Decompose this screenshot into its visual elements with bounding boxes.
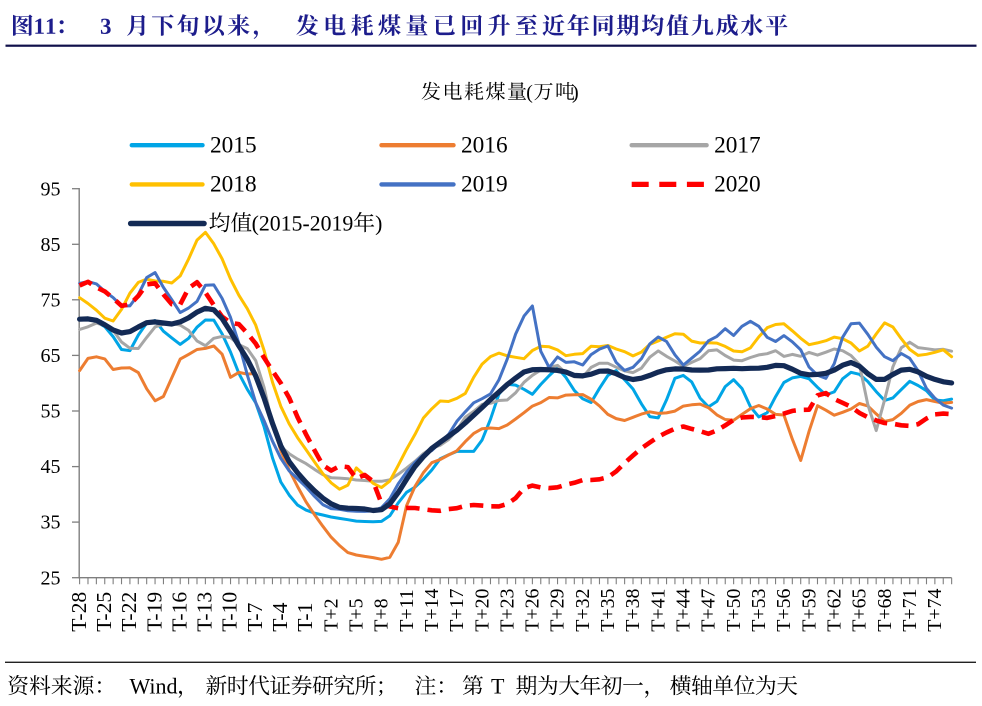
svg-text:T-22: T-22 bbox=[117, 592, 141, 632]
svg-text:45: 45 bbox=[41, 456, 61, 478]
svg-text:2019: 2019 bbox=[461, 172, 508, 198]
svg-text:T+74: T+74 bbox=[924, 588, 946, 631]
svg-text:35: 35 bbox=[41, 512, 61, 534]
svg-text:75: 75 bbox=[41, 289, 61, 311]
svg-text:T-7: T-7 bbox=[243, 602, 267, 631]
svg-text:T+35: T+35 bbox=[597, 588, 619, 631]
svg-text:85: 85 bbox=[41, 234, 61, 256]
svg-text:T-16: T-16 bbox=[167, 592, 191, 632]
svg-text:2020: 2020 bbox=[714, 172, 761, 198]
svg-text:2015: 2015 bbox=[210, 132, 257, 158]
svg-text:T+11: T+11 bbox=[396, 589, 418, 632]
svg-text:T: T bbox=[491, 673, 505, 698]
svg-text:T-10: T-10 bbox=[218, 592, 242, 632]
svg-text:T-28: T-28 bbox=[67, 592, 91, 632]
svg-text:T+50: T+50 bbox=[723, 588, 745, 631]
svg-text:T+56: T+56 bbox=[773, 588, 795, 631]
svg-text:T+47: T+47 bbox=[698, 588, 720, 631]
svg-text:T+62: T+62 bbox=[824, 589, 846, 632]
svg-text:T+32: T+32 bbox=[572, 589, 594, 632]
svg-text:T+65: T+65 bbox=[849, 588, 871, 631]
svg-text:T+38: T+38 bbox=[622, 588, 644, 631]
svg-text:T+29: T+29 bbox=[547, 588, 569, 631]
svg-text:2016: 2016 bbox=[461, 132, 508, 158]
svg-text:T+71: T+71 bbox=[899, 589, 921, 632]
svg-text:T+14: T+14 bbox=[421, 588, 443, 631]
svg-text:T+68: T+68 bbox=[874, 588, 896, 631]
svg-text:T-25: T-25 bbox=[92, 592, 116, 632]
svg-text:T+5: T+5 bbox=[346, 598, 368, 631]
svg-text:T+2: T+2 bbox=[320, 598, 342, 631]
svg-text:T+41: T+41 bbox=[647, 589, 669, 632]
svg-text:2018: 2018 bbox=[210, 172, 257, 198]
svg-text:Wind: Wind bbox=[130, 673, 178, 698]
svg-text:T-1: T-1 bbox=[293, 603, 317, 632]
svg-text:T+26: T+26 bbox=[522, 588, 544, 631]
svg-text:65: 65 bbox=[41, 345, 61, 367]
svg-text:T+59: T+59 bbox=[798, 588, 820, 631]
svg-text:T+44: T+44 bbox=[673, 588, 695, 631]
svg-text:2017: 2017 bbox=[714, 132, 761, 158]
svg-text:T+8: T+8 bbox=[371, 598, 393, 631]
svg-text:95: 95 bbox=[41, 178, 61, 200]
svg-text:T-4: T-4 bbox=[268, 602, 292, 631]
svg-text:T-13: T-13 bbox=[193, 592, 217, 632]
svg-text:T+53: T+53 bbox=[748, 588, 770, 631]
svg-text:T+20: T+20 bbox=[471, 588, 493, 631]
svg-text:T-19: T-19 bbox=[142, 592, 166, 632]
svg-text:T+17: T+17 bbox=[446, 588, 468, 631]
svg-text:55: 55 bbox=[41, 401, 61, 423]
svg-text:25: 25 bbox=[41, 567, 61, 589]
svg-text:T+23: T+23 bbox=[496, 588, 518, 631]
